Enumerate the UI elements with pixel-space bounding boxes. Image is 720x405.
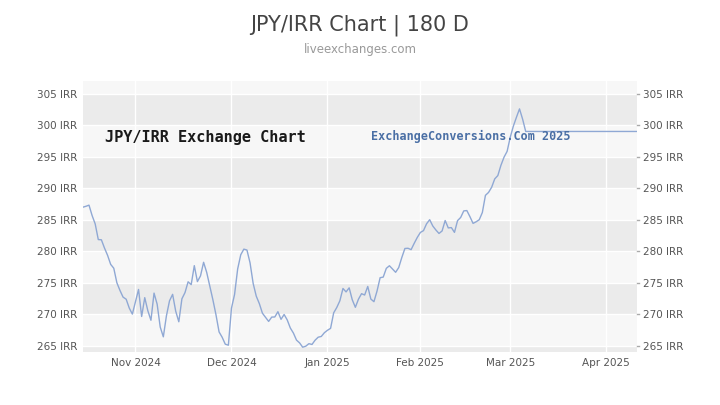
Text: ExchangeConversions.Com 2025: ExchangeConversions.Com 2025 xyxy=(371,130,570,143)
Bar xyxy=(83,157,637,188)
Text: JPY/IRR Chart | 180 D: JPY/IRR Chart | 180 D xyxy=(251,14,469,36)
Bar xyxy=(83,315,637,346)
Bar xyxy=(83,125,637,157)
Bar xyxy=(83,81,637,94)
Bar xyxy=(83,252,637,283)
Text: liveexchanges.com: liveexchanges.com xyxy=(304,43,416,55)
Text: JPY/IRR Exchange Chart: JPY/IRR Exchange Chart xyxy=(105,130,306,145)
Bar xyxy=(83,283,637,315)
Bar xyxy=(83,220,637,252)
Bar xyxy=(83,188,637,220)
Bar xyxy=(83,94,637,125)
Bar xyxy=(83,346,637,352)
